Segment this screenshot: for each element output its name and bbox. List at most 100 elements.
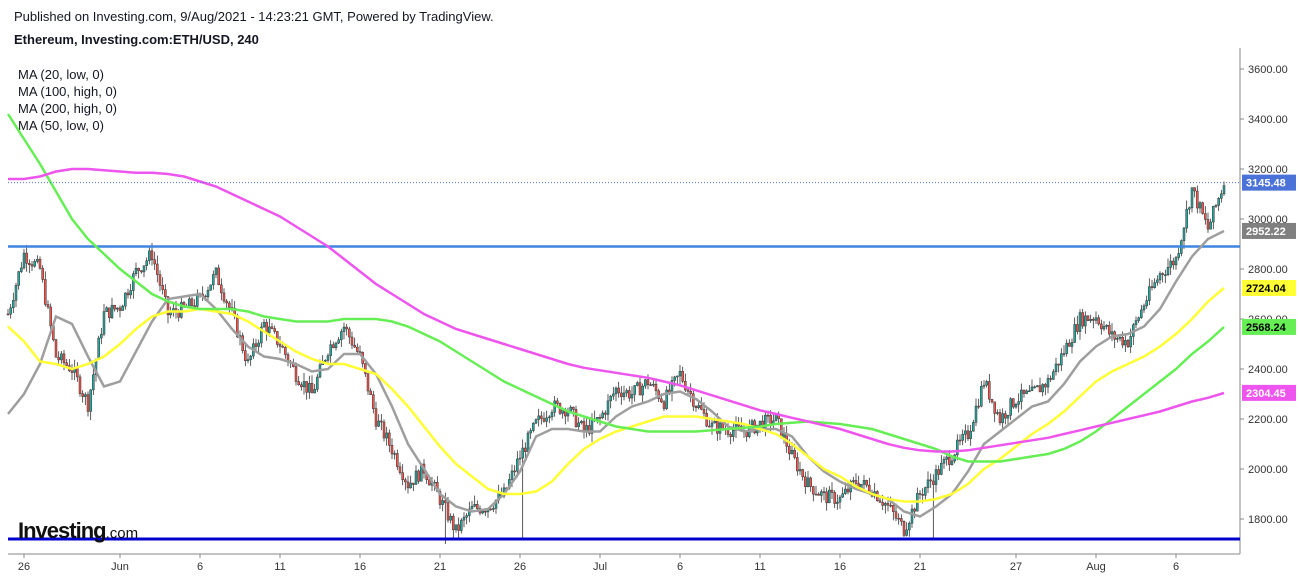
candle-body [1068,342,1071,347]
y-tick-label: 3200.00 [1248,164,1288,176]
candle-body [1102,326,1106,330]
candle-body [44,279,47,305]
candle-body [945,456,948,460]
candle-body [513,470,516,473]
ma50-tag: 2724.04 [1246,283,1287,295]
investing-logo: Investing.com [18,518,139,543]
candle-body [180,302,183,318]
candle-body [57,356,60,361]
candle-body [465,515,468,518]
legend-ma200[interactable]: MA (200, high, 0) [18,101,117,116]
candle-body [1150,286,1154,288]
candle-body [1124,340,1127,346]
candle-body [844,488,847,494]
candle-body [340,331,343,341]
candle-body [649,384,652,386]
candle-body [716,420,719,434]
candle-body [353,344,356,348]
candle-body [548,416,551,419]
candle-body [1062,353,1066,355]
candle-body [569,406,572,412]
candle-body [294,366,298,382]
candle-body [222,292,226,302]
candle-body [177,312,180,318]
candle-body [604,412,607,415]
y-tick-label: 2000.00 [1248,464,1288,476]
candle-body [308,382,311,393]
candle-body [1041,384,1044,393]
candle-body [572,406,575,410]
candle-body [910,508,914,524]
candle-body [457,524,460,531]
candle-body [60,353,63,361]
candle-body [532,422,535,431]
candle-body [326,355,330,361]
candle-body [244,350,247,362]
candle-body [1126,340,1130,348]
candle-body [396,453,399,468]
candle-body [1022,389,1026,394]
x-tick-label: 26 [514,561,526,573]
candle-body [950,460,954,465]
candle-body [28,262,31,265]
candle-body [348,328,351,338]
candle-body [881,502,884,506]
legend-ma50[interactable]: MA (50, low, 0) [18,118,104,133]
candle-body [846,488,850,493]
candle-body [337,339,340,344]
candle-body [30,264,34,267]
candle-body [1060,353,1063,366]
candle-body [892,505,895,513]
candle-body [1185,208,1188,229]
candle-body [612,393,615,397]
candle-body [1196,190,1199,209]
candle-body [529,430,532,434]
candle-body [766,414,770,417]
candle-body [137,267,140,271]
candle-body [550,411,554,418]
candle-body [158,274,162,286]
candle-body [764,414,767,431]
candle-body [1004,413,1007,419]
candle-body [961,434,964,441]
candle-body [545,417,548,422]
candle-body [329,344,332,356]
candle-body [732,429,735,437]
candle-body [841,493,844,498]
candle-body [929,479,932,482]
candle-body [822,491,826,493]
legend-ma100[interactable]: MA (100, high, 0) [18,84,117,99]
candle-body [681,371,684,382]
candle-body [980,385,983,407]
candle-body [622,392,626,397]
candle-body [812,486,815,495]
candle-body [1220,193,1223,199]
candle-body [852,480,855,482]
candle-body [964,430,967,435]
candle-body [510,470,514,480]
candle-body [926,479,930,488]
candle-body [1001,413,1004,424]
candle-body [1156,279,1159,283]
candle-body [942,459,946,464]
candle-body [124,292,127,307]
legend-ma20[interactable]: MA (20, low, 0) [18,67,104,82]
last-price-tag: 3145.48 [1246,178,1286,190]
candle-body [1038,385,1042,393]
candle-body [969,430,972,439]
candle-body [878,500,882,503]
candle-body [84,394,87,397]
candle-body [886,503,890,506]
candle-body [414,470,418,485]
candle-body [1172,260,1175,266]
candle-body [1086,315,1090,321]
candle-body [265,322,268,333]
candle-body [937,469,940,475]
candle-body [438,491,442,505]
candle-body [196,294,199,307]
candle-body [489,508,492,511]
candle-body [617,387,620,394]
candle-body [1209,221,1212,230]
candle-body [660,398,663,403]
